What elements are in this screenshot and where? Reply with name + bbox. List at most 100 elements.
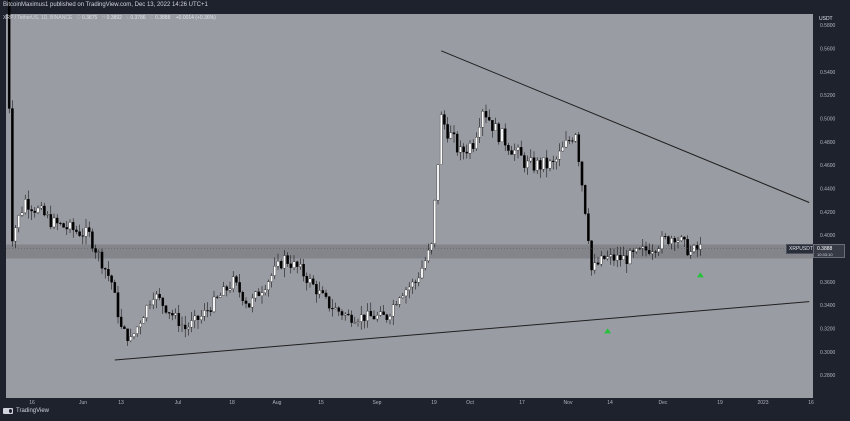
- candle-body: [110, 275, 113, 283]
- x-tick-label: Dec: [659, 400, 668, 406]
- candle-body: [676, 240, 680, 243]
- candle-body: [39, 205, 43, 209]
- last-price: 0.3888: [817, 246, 833, 252]
- candle-body: [209, 310, 213, 312]
- candle-body: [651, 251, 654, 254]
- y-tick-label: 0.3600: [820, 280, 836, 286]
- candle-body: [683, 236, 686, 240]
- x-tick-label: 17: [519, 400, 525, 406]
- y-tick-label: 0.4400: [820, 186, 836, 192]
- tradingview-footer[interactable]: TradingView: [3, 408, 49, 414]
- candle-body: [14, 227, 17, 242]
- candle-body: [686, 239, 689, 256]
- candle-body: [699, 244, 702, 250]
- candle-body: [116, 292, 120, 318]
- candle-body: [331, 308, 334, 310]
- candle-body: [78, 231, 81, 236]
- tradingview-brand: TradingView: [16, 408, 50, 414]
- candle-body: [334, 307, 337, 310]
- candle-body: [231, 276, 235, 289]
- candle-body: [340, 311, 344, 316]
- candle-body: [247, 303, 251, 308]
- candle-body: [615, 254, 619, 261]
- candle-body: [497, 123, 501, 143]
- symbol-label[interactable]: XRP / TetherUS, 1D, BINANCE: [3, 15, 73, 21]
- candle-body: [43, 205, 46, 216]
- candle-body: [593, 262, 597, 271]
- candle-body: [49, 214, 53, 228]
- candle-body: [199, 316, 203, 321]
- y-tick-label: 0.4000: [820, 233, 836, 239]
- candle-body: [292, 261, 296, 268]
- candle-body: [183, 324, 187, 330]
- candle-body: [84, 227, 88, 237]
- candle-body: [420, 268, 424, 279]
- high-value: 0.3892: [106, 15, 122, 21]
- candle-body: [171, 313, 174, 316]
- candle-body: [244, 300, 248, 304]
- candle-body: [555, 159, 558, 163]
- candle-body: [503, 128, 507, 146]
- candle-body: [545, 157, 549, 169]
- candle-body: [596, 262, 600, 265]
- candle-body: [91, 231, 94, 249]
- candle-body: [660, 236, 664, 249]
- y-tick-label: 0.5800: [820, 23, 836, 29]
- candle-body: [663, 236, 667, 238]
- candle-body: [241, 292, 245, 302]
- candle-body: [321, 290, 325, 294]
- green-arrow-up-icon: [604, 328, 612, 334]
- candle-body: [455, 133, 459, 153]
- candle-body: [17, 215, 21, 228]
- candle-body: [276, 261, 280, 267]
- candle-body: [238, 282, 241, 293]
- y-tick-label: 0.3400: [820, 303, 836, 309]
- candle-body: [635, 248, 638, 252]
- tradingview-logo-icon: [3, 408, 13, 414]
- candle-body: [62, 223, 65, 228]
- candle-body: [132, 333, 136, 337]
- x-tick-label: 16: [29, 400, 35, 406]
- candle-body: [519, 147, 523, 156]
- candle-body: [401, 295, 405, 299]
- x-tick-label: 19: [431, 400, 437, 406]
- candle-body: [468, 143, 472, 154]
- candle-body: [379, 311, 382, 316]
- candle-body: [548, 160, 552, 169]
- candle-body: [145, 305, 149, 318]
- candle-body: [347, 313, 350, 316]
- candle-body: [308, 278, 312, 283]
- candle-body: [75, 229, 78, 232]
- candle-body: [142, 317, 145, 324]
- candle-body: [638, 248, 641, 250]
- candle-body: [324, 292, 328, 297]
- y-tick-label: 0.5400: [820, 70, 836, 76]
- candle-body: [385, 314, 389, 320]
- candle-body: [52, 217, 56, 228]
- candle-body: [225, 286, 229, 291]
- candle-body: [366, 310, 369, 321]
- y-tick-label: 0.5200: [820, 93, 836, 99]
- candle-body: [315, 284, 318, 295]
- candle-body: [270, 275, 273, 282]
- candle-body: [654, 251, 657, 253]
- x-tick-label: 15: [318, 400, 324, 406]
- x-tick-label: 14: [607, 400, 613, 406]
- candle-body: [350, 314, 353, 323]
- candle-body: [612, 254, 616, 261]
- candle-body: [289, 263, 293, 268]
- candle-body: [113, 282, 117, 293]
- ohlc-legend: XRP / TetherUS, 1D, BINANCE O 0.3875 H 0…: [3, 15, 216, 21]
- candle-body: [625, 255, 629, 265]
- time-axis-panel: [0, 398, 850, 421]
- candle-body: [689, 251, 693, 256]
- candle-body: [667, 236, 670, 244]
- candle-body: [305, 276, 309, 283]
- candle-body: [283, 255, 286, 269]
- candle-body: [542, 157, 545, 170]
- candle-body: [46, 214, 49, 216]
- candle-body: [603, 255, 606, 259]
- x-tick-label: 13: [118, 400, 124, 406]
- candle-body: [235, 276, 238, 283]
